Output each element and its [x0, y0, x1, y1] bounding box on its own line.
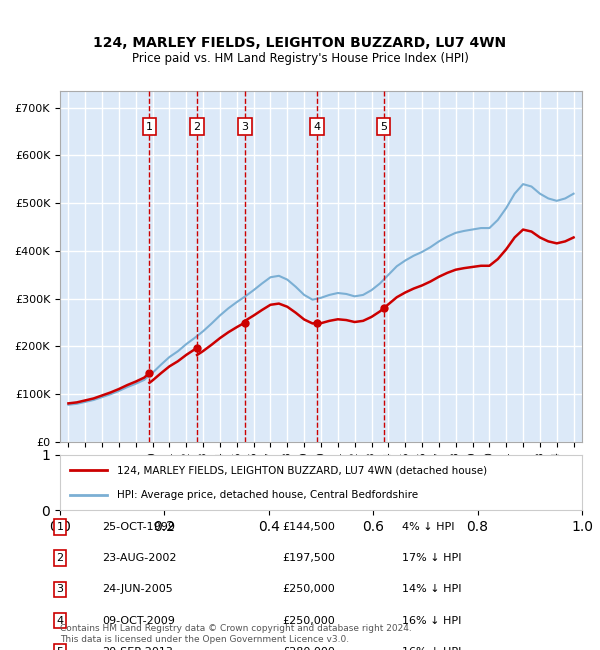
Text: 2: 2: [56, 553, 64, 563]
Text: 4: 4: [314, 122, 320, 132]
Text: £197,500: £197,500: [282, 553, 335, 563]
Text: 25-OCT-1999: 25-OCT-1999: [102, 522, 175, 532]
Text: 5: 5: [380, 122, 387, 132]
Text: 3: 3: [56, 584, 64, 594]
Text: £144,500: £144,500: [282, 522, 335, 532]
Text: 24-JUN-2005: 24-JUN-2005: [102, 584, 173, 594]
Text: 17% ↓ HPI: 17% ↓ HPI: [402, 553, 461, 563]
Text: Contains HM Land Registry data © Crown copyright and database right 2024.
This d: Contains HM Land Registry data © Crown c…: [60, 624, 412, 644]
Text: 2: 2: [194, 122, 200, 132]
Text: £280,000: £280,000: [282, 647, 335, 650]
Text: 3: 3: [241, 122, 248, 132]
Text: 23-AUG-2002: 23-AUG-2002: [102, 553, 176, 563]
Text: 09-OCT-2009: 09-OCT-2009: [102, 616, 175, 625]
Text: £250,000: £250,000: [282, 616, 335, 625]
Text: 20-SEP-2013: 20-SEP-2013: [102, 647, 173, 650]
Text: 124, MARLEY FIELDS, LEIGHTON BUZZARD, LU7 4WN: 124, MARLEY FIELDS, LEIGHTON BUZZARD, LU…: [94, 36, 506, 50]
Text: 124, MARLEY FIELDS, LEIGHTON BUZZARD, LU7 4WN (detached house): 124, MARLEY FIELDS, LEIGHTON BUZZARD, LU…: [118, 465, 488, 475]
Text: 4: 4: [56, 616, 64, 625]
Text: 16% ↓ HPI: 16% ↓ HPI: [402, 647, 461, 650]
Text: £250,000: £250,000: [282, 584, 335, 594]
Text: 14% ↓ HPI: 14% ↓ HPI: [402, 584, 461, 594]
Text: 16% ↓ HPI: 16% ↓ HPI: [402, 616, 461, 625]
Text: 5: 5: [56, 647, 64, 650]
Text: 1: 1: [146, 122, 153, 132]
Text: Price paid vs. HM Land Registry's House Price Index (HPI): Price paid vs. HM Land Registry's House …: [131, 52, 469, 65]
Text: 4% ↓ HPI: 4% ↓ HPI: [402, 522, 455, 532]
Text: HPI: Average price, detached house, Central Bedfordshire: HPI: Average price, detached house, Cent…: [118, 490, 419, 500]
Text: 1: 1: [56, 522, 64, 532]
